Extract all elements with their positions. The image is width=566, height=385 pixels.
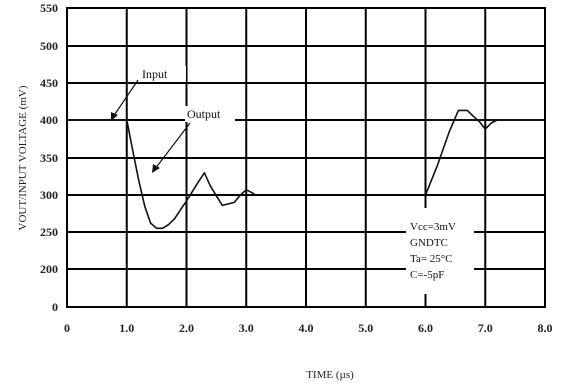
x-tick-label: 3.0 xyxy=(239,321,254,335)
x-tick-label: 1.0 xyxy=(119,321,134,335)
output-label-bg xyxy=(185,106,235,122)
input-annotation: Input xyxy=(111,66,186,121)
y-tick-label: 250 xyxy=(40,225,58,239)
x-tick-label: 8.0 xyxy=(538,321,553,335)
y-tick-label: 550 xyxy=(40,1,58,15)
output-arrow-line xyxy=(154,122,191,170)
condition-gnd: GNDTC xyxy=(410,237,448,249)
input-arrow-head xyxy=(111,112,118,121)
condition-vcc: Vcc=3mV xyxy=(410,221,456,233)
input-arrow-line xyxy=(112,79,139,118)
output-label: Output xyxy=(187,107,221,121)
chart-ticks: 0 1.0 2.0 3.0 4.0 5.0 6.0 7.0 8.0 0 200 250 300 350 40… xyxy=(40,1,553,335)
condition-cap: C=-5pF xyxy=(410,269,444,281)
y-axis-title: VOUT/INPUT VOLTAGE (mV) xyxy=(17,85,29,230)
y-tick-label: 300 xyxy=(40,188,58,202)
output-arrow-head xyxy=(152,164,160,173)
output-annotation: Output xyxy=(152,106,235,173)
output-series-line xyxy=(126,119,256,230)
y-tick-label: 450 xyxy=(40,76,58,90)
input-label: Input xyxy=(142,67,168,81)
y-tick-label: 500 xyxy=(40,39,58,53)
x-tick-label: 2.0 xyxy=(179,321,194,335)
x-tick-label: 6.0 xyxy=(418,321,433,335)
x-tick-label: 0 xyxy=(64,321,70,335)
conditions-bg xyxy=(406,208,474,294)
chart-series xyxy=(67,109,545,230)
conditions-box: Vcc=3mV GNDTC Ta= 25°C C=-5pF xyxy=(406,208,474,294)
x-axis-title: TIME (µs) xyxy=(306,369,354,381)
y-tick-label: 350 xyxy=(40,151,58,165)
output-series-line xyxy=(424,109,498,196)
condition-temp: Ta= 25°C xyxy=(410,253,453,265)
x-tick-label: 4.0 xyxy=(299,321,314,335)
input-label-bg xyxy=(140,66,186,82)
y-tick-label: 400 xyxy=(40,113,58,127)
y-tick-label: 0 xyxy=(52,300,58,314)
y-tick-label: 200 xyxy=(40,262,58,276)
x-tick-label: 5.0 xyxy=(358,321,373,335)
x-tick-label: 7.0 xyxy=(478,321,493,335)
